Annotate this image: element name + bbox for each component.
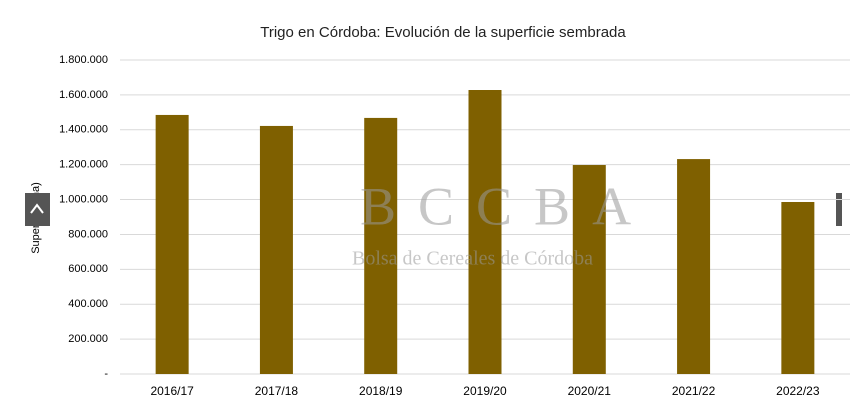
bar <box>468 90 502 374</box>
watermark: BCCBA <box>360 176 653 236</box>
y-tick-label: 600.000 <box>68 263 108 275</box>
x-tick-label: 2017/18 <box>255 384 299 398</box>
x-tick-label: 2018/19 <box>359 384 403 398</box>
side-icon[interactable] <box>25 193 50 226</box>
bar <box>364 117 398 374</box>
y-tick-label: 1.200.000 <box>59 159 108 171</box>
x-tick-label: 2019/20 <box>463 384 507 398</box>
bar <box>572 165 606 374</box>
y-tick-label: 1.800.000 <box>59 54 108 66</box>
y-tick-label: 1.400.000 <box>59 124 108 136</box>
x-tick-label: 2021/22 <box>672 384 716 398</box>
watermark-subtitle: Bolsa de Cereales de Córdoba <box>352 248 593 270</box>
bar <box>259 125 293 374</box>
y-tick-label: 1.600.000 <box>59 89 108 101</box>
chart-title: Trigo en Córdoba: Evolución de la superf… <box>260 24 626 41</box>
y-tick-label: 400.000 <box>68 298 108 310</box>
bar <box>781 201 815 374</box>
y-tick-label: 800.000 <box>68 228 108 240</box>
x-tick-label: 2022/23 <box>776 384 820 398</box>
x-tick-label: 2016/17 <box>150 384 194 398</box>
y-tick-label: - <box>104 368 108 380</box>
y-tick-label: 1.000.000 <box>59 193 108 205</box>
bar <box>155 114 189 374</box>
side-icon[interactable] <box>836 193 842 226</box>
chevron-icon <box>30 203 44 214</box>
y-tick-label: 200.000 <box>68 333 108 345</box>
x-tick-label: 2020/21 <box>568 384 612 398</box>
bar <box>677 159 711 374</box>
